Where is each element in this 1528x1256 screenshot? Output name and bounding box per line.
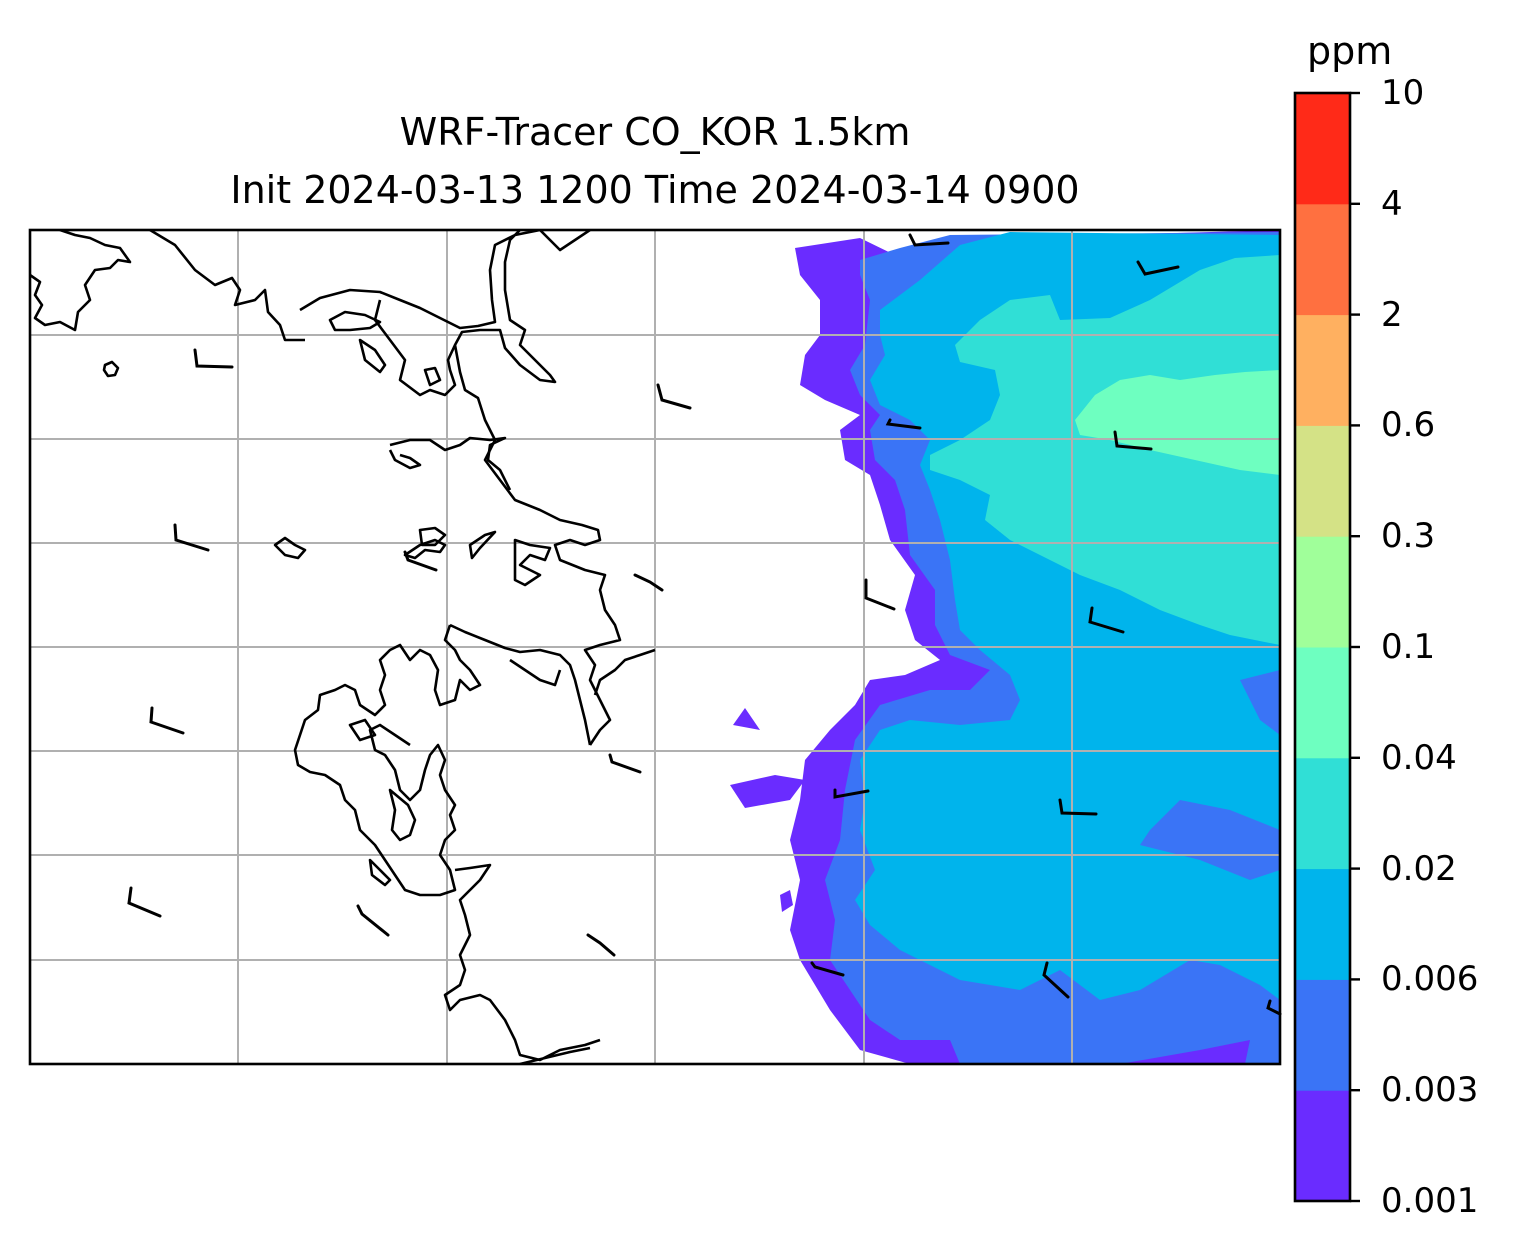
wind-barb [193, 348, 234, 369]
wind-barbs [127, 233, 1282, 1016]
colorbar-band [1295, 93, 1350, 205]
colorbar-band [1295, 1090, 1350, 1202]
wind-barb [173, 523, 210, 552]
contour-0.02 [930, 255, 1280, 645]
colorbar-band [1295, 314, 1350, 426]
colorbar-tick-label: 10 [1381, 73, 1425, 113]
colorbar-tick-label: 4 [1381, 183, 1403, 224]
colorbar-band [1295, 868, 1350, 980]
colorbar [1293, 91, 1360, 1203]
colorbar-band [1295, 203, 1350, 316]
wind-barb [1266, 999, 1282, 1016]
wind-barb [403, 550, 438, 572]
contour-0.001-patch-3 [780, 890, 793, 912]
colorbar-tick-label: 0.3 [1381, 516, 1436, 557]
chart-title-line-1: WRF-Tracer CO_KOR 1.5km [399, 110, 911, 154]
colorbar-tick-label: 2 [1381, 294, 1403, 335]
contour-0.04 [1075, 370, 1280, 475]
colorbar-band [1295, 979, 1350, 1091]
wind-barb [1113, 430, 1153, 451]
wind-barb [1136, 260, 1180, 276]
colorbar-tick-label: 0.001 [1381, 1181, 1479, 1221]
contour-0.001-patch-2 [733, 708, 760, 730]
wind-barb [885, 418, 922, 430]
wind-barb [1058, 798, 1098, 816]
wind-barb [810, 961, 845, 977]
wind-barb [1042, 961, 1070, 999]
wind-barb [656, 383, 692, 410]
wind-barb [908, 233, 950, 247]
wind-barb [608, 753, 642, 774]
colorbar-tick-label: 0.02 [1381, 848, 1457, 889]
colorbar-band [1295, 425, 1350, 537]
grid-lines [30, 230, 1280, 1064]
colorbar-tick-label: 0.04 [1381, 737, 1457, 778]
chart-title-line-2: Init 2024-03-13 1200 Time 2024-03-14 090… [230, 168, 1080, 212]
wind-barb [356, 904, 390, 937]
wind-barb [833, 788, 870, 799]
contour-0.001-patch [730, 775, 805, 808]
colorbar-tick-label: 0.6 [1381, 405, 1436, 446]
coastlines [30, 230, 656, 1064]
wind-barb [149, 706, 185, 735]
colorbar-band [1295, 647, 1350, 759]
colorbar-tick-label: 0.003 [1381, 1070, 1479, 1111]
map-frame [28, 228, 1282, 1066]
wind-barb [127, 886, 162, 918]
colorbar-tick-label: 0.006 [1381, 959, 1479, 1000]
wind-barb [864, 578, 896, 611]
wind-barb [633, 573, 664, 592]
colorbar-tick-label: 0.1 [1381, 627, 1436, 667]
wind-barb [586, 933, 616, 957]
colorbar-band [1295, 757, 1350, 870]
colorbar-unit-label: ppm [1307, 29, 1393, 73]
wind-barb [1088, 606, 1125, 634]
colorbar-band [1295, 536, 1350, 648]
